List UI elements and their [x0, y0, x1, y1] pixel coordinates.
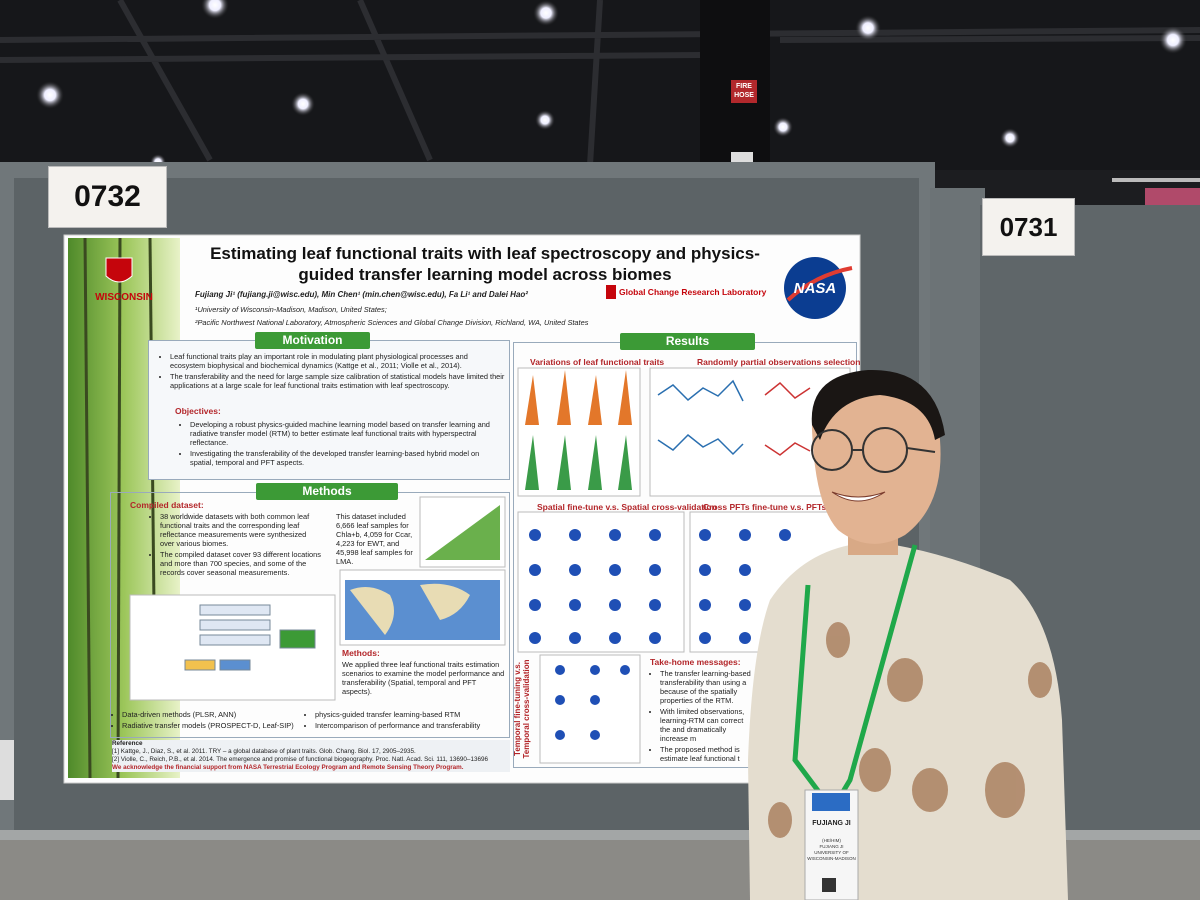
bullet: With limited observations, learning-RTM … [660, 707, 755, 743]
references: Reference [1] Kattge, J., Diaz, S., et a… [112, 740, 510, 772]
reference: [2] Violle, C., Reich, P.B., et al. 2014… [112, 756, 488, 763]
lab-name: Global Change Research Laboratory [619, 287, 767, 297]
badge-pronouns: (HE/HIM) [822, 838, 841, 843]
badge-affiliation: UNIVERSITY OF WISCONSIN-MADISON [807, 850, 856, 861]
section-heading: Results [620, 333, 755, 350]
subheading: Methods: [342, 648, 380, 658]
authors: Fujiang Ji¹ (fujiang.ji@wisc.edu), Min C… [195, 290, 528, 299]
bullet-list: 38 worldwide datasets with both common l… [150, 512, 322, 579]
badge-name: FUJIANG JI [812, 820, 851, 827]
bullet: physics-guided transfer learning-based R… [315, 710, 510, 719]
poster-title: Estimating leaf functional traits with l… [210, 244, 760, 284]
reference: [1] Kattge, J., Diaz, S., et al. 2011. T… [112, 748, 416, 755]
bullet: The proposed method is estimate leaf fun… [660, 745, 755, 763]
subheading: Spatial fine-tune v.s. Spatial cross-val… [537, 502, 717, 512]
logo-text: WISCONSIN [95, 292, 153, 303]
motivation-panel [148, 340, 510, 480]
subheading: Variations of leaf functional traits [530, 357, 665, 367]
affiliation: ²Pacific Northwest National Laboratory, … [195, 318, 589, 327]
acknowledgement: We acknowledge the financial support fro… [112, 764, 464, 771]
bullet: The compiled dataset cover 93 different … [160, 550, 322, 577]
methods-text: We applied three leaf functional traits … [342, 660, 505, 696]
bullet: Investigating the transferability of the… [190, 449, 500, 467]
booth-number: 0731 [982, 198, 1075, 256]
logo-text: NASA [793, 280, 837, 297]
bullet-list: physics-guided transfer learning-based R… [305, 710, 510, 732]
badge-details: (HE/HIM) FUJIANG JI UNIVERSITY OF WISCON… [806, 838, 857, 862]
bullet: The transfer learning-based transferabil… [660, 669, 755, 705]
bullet: Leaf functional traits play an important… [170, 352, 505, 370]
bullet-list: The transfer learning-based transferabil… [650, 669, 755, 765]
bullet: Intercomparison of performance and trans… [315, 721, 510, 730]
subheading: Take-home messages: [650, 657, 741, 667]
reference-heading: Reference [112, 740, 143, 747]
section-heading: Methods [256, 483, 398, 500]
bullet-list: Leaf functional traits play an important… [160, 352, 505, 392]
booth-number: 0732 [48, 166, 167, 228]
badge-name-small: FUJIANG JI [819, 844, 844, 849]
bullet-list: Data-driven methods (PLSR, ANN) Radiative… [112, 710, 302, 732]
bullet: Data-driven methods (PLSR, ANN) [122, 710, 302, 719]
subheading: Randomly partial observations selection [697, 357, 861, 367]
subheading: Cross PFTs fine-tune v.s. PFTs cross [703, 502, 852, 512]
bullet: Developing a robust physics-guided machi… [190, 420, 500, 447]
subheading: Compiled dataset: [130, 500, 204, 510]
bullet: 38 worldwide datasets with both common l… [160, 512, 322, 548]
bullet: The transferability and the need for lar… [170, 372, 505, 390]
bullet-list: Developing a robust physics-guided machi… [180, 420, 500, 469]
subheading: Objectives: [175, 406, 221, 416]
section-heading: Motivation [255, 332, 370, 349]
bullet: Radiative transfer models (PROSPECT-D, L… [122, 721, 302, 730]
fire-hose-sign: FIRE HOSE [734, 83, 754, 99]
dataset-note: This dataset included 6,666 leaf samples… [336, 512, 413, 566]
affiliation: ¹University of Wisconsin-Madison, Madiso… [195, 305, 387, 314]
